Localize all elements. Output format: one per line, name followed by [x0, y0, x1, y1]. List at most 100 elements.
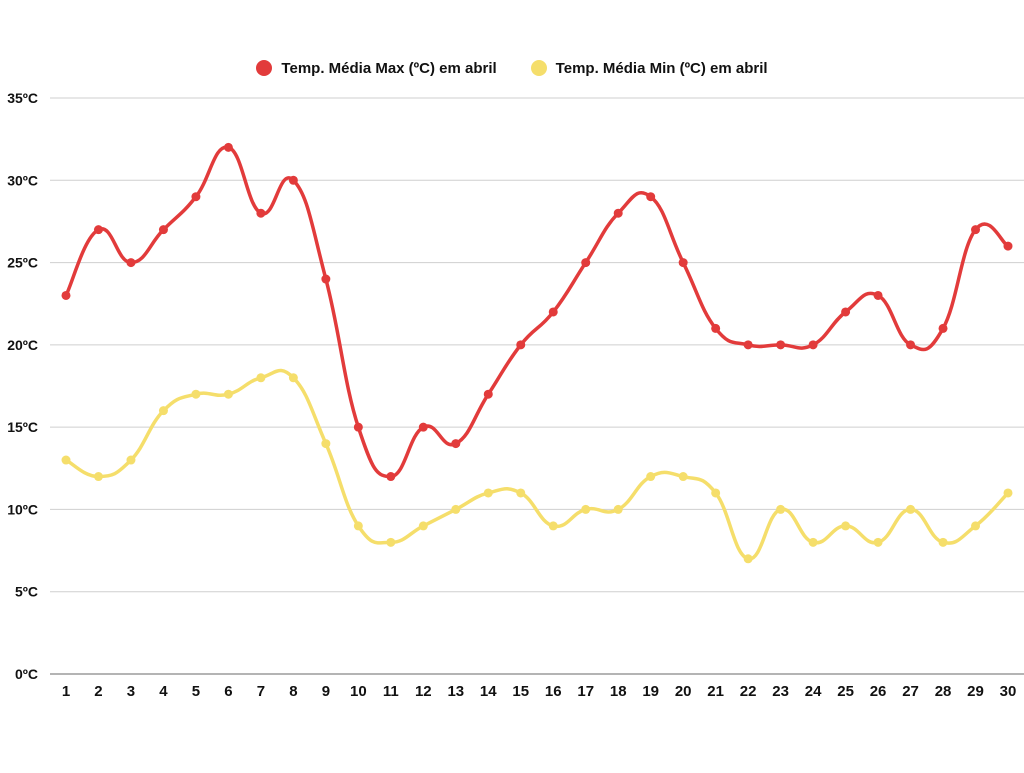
x-tick-label: 9	[322, 683, 330, 700]
y-tick-label: 35ºC	[7, 90, 38, 106]
data-point-max	[386, 472, 396, 482]
data-point-min	[971, 521, 981, 531]
data-point-min	[256, 373, 266, 383]
legend-marker-max	[256, 60, 273, 76]
data-point-min	[321, 439, 331, 449]
data-point-max	[191, 192, 201, 202]
data-point-min	[288, 373, 298, 383]
legend-label-max: Temp. Média Max (ºC) em abril	[281, 59, 497, 77]
y-tick-label: 0ºC	[15, 666, 38, 682]
x-tick-label: 16	[545, 683, 562, 700]
x-tick-label: 25	[837, 683, 854, 700]
x-tick-label: 2	[94, 683, 102, 700]
data-point-min	[353, 521, 363, 531]
data-point-max	[1003, 241, 1013, 251]
data-point-max	[288, 175, 298, 185]
data-point-max	[93, 225, 103, 235]
y-tick-label: 10ºC	[7, 501, 38, 517]
data-point-min	[223, 389, 233, 399]
legend-item-min: Temp. Média Min (ºC) em abril	[530, 59, 768, 77]
data-point-max	[873, 290, 883, 300]
data-point-min	[191, 389, 201, 399]
data-point-min	[418, 521, 428, 531]
x-tick-label: 11	[383, 683, 399, 700]
x-tick-label: 1	[62, 683, 70, 700]
legend-item-max: Temp. Média Max (ºC) em abril	[256, 59, 497, 77]
x-tick-label: 12	[415, 683, 432, 700]
x-tick-label: 8	[289, 683, 297, 700]
data-point-min	[126, 455, 136, 465]
data-point-min	[483, 488, 493, 498]
x-tick-label: 17	[577, 683, 594, 700]
data-point-min	[906, 504, 916, 514]
data-point-max	[516, 340, 526, 350]
data-point-min	[581, 504, 591, 514]
data-point-max	[646, 192, 656, 202]
x-tick-label: 15	[512, 683, 529, 700]
x-tick-label: 24	[805, 683, 822, 700]
data-point-max	[776, 340, 786, 350]
x-tick-label: 26	[870, 683, 887, 700]
x-tick-label: 14	[480, 683, 497, 700]
data-point-min	[646, 472, 656, 482]
data-point-min	[776, 504, 786, 514]
x-tick-label: 23	[772, 683, 789, 700]
x-tick-label: 3	[127, 683, 135, 700]
data-point-max	[938, 323, 948, 333]
y-tick-label: 5ºC	[15, 584, 38, 600]
data-point-min	[451, 504, 461, 514]
data-point-max	[841, 307, 851, 317]
data-point-max	[126, 258, 136, 268]
x-tick-label: 6	[224, 683, 232, 700]
data-point-min	[93, 472, 103, 482]
data-point-max	[678, 258, 688, 268]
y-tick-label: 15ºC	[7, 419, 38, 435]
data-point-max	[61, 290, 71, 300]
legend: Temp. Média Max (ºC) em abril Temp. Médi…	[0, 56, 1024, 80]
data-point-max	[548, 307, 558, 317]
x-tick-label: 10	[350, 683, 367, 700]
legend-marker-min	[530, 60, 547, 76]
data-point-max	[743, 340, 753, 350]
x-tick-label: 20	[675, 683, 692, 700]
x-tick-label: 18	[610, 683, 627, 700]
data-point-min	[613, 504, 623, 514]
legend-label-min: Temp. Média Min (ºC) em abril	[555, 59, 768, 77]
data-point-max	[223, 142, 233, 152]
data-point-min	[873, 537, 883, 547]
x-tick-label: 30	[1000, 683, 1017, 700]
data-point-min	[678, 472, 688, 482]
x-tick-label: 4	[159, 683, 168, 700]
y-tick-label: 25ºC	[7, 255, 38, 271]
y-tick-label: 20ºC	[7, 337, 38, 353]
data-point-min	[743, 554, 753, 564]
x-tick-label: 5	[192, 683, 200, 700]
data-point-max	[353, 422, 363, 432]
data-point-min	[938, 537, 948, 547]
data-point-max	[483, 389, 493, 399]
data-point-min	[1003, 488, 1013, 498]
data-point-min	[711, 488, 721, 498]
x-tick-label: 19	[642, 683, 659, 700]
data-point-max	[321, 274, 331, 284]
data-point-max	[711, 323, 721, 333]
x-tick-label: 22	[740, 683, 757, 700]
data-point-min	[386, 537, 396, 547]
data-point-max	[971, 225, 981, 235]
data-point-min	[61, 455, 71, 465]
data-point-max	[581, 258, 591, 268]
x-tick-label: 27	[902, 683, 919, 700]
x-tick-label: 28	[935, 683, 952, 700]
x-tick-label: 7	[257, 683, 265, 700]
data-point-min	[808, 537, 818, 547]
data-point-min	[158, 406, 168, 416]
data-point-max	[451, 439, 461, 449]
data-point-min	[841, 521, 851, 531]
y-tick-label: 30ºC	[7, 172, 38, 188]
data-point-min	[548, 521, 558, 531]
data-point-max	[906, 340, 916, 350]
x-tick-label: 21	[707, 683, 724, 700]
x-tick-label: 29	[967, 683, 984, 700]
x-tick-label: 13	[447, 683, 464, 700]
